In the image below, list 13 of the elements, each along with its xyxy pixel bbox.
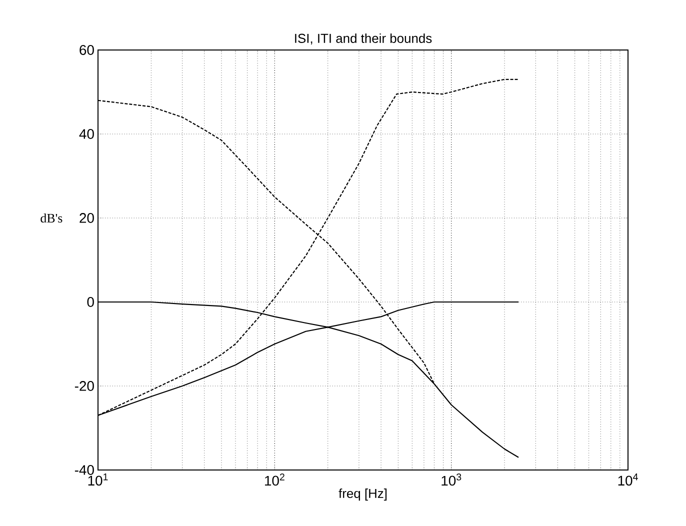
y-tick-label: 20	[80, 213, 94, 223]
chart-title: ISI, ITI and their bounds	[295, 33, 432, 44]
x-tick-label: 10$^{1}$	[88, 474, 108, 486]
y-axis-title: dB's	[40, 213, 62, 223]
x-tick-label: 10$^{3}$	[442, 474, 462, 486]
y-tick-label: 40	[79, 129, 94, 139]
y-tick-label: 0	[87, 297, 94, 307]
y-tick-label: 60	[80, 45, 94, 55]
x-tick-label: 10$^{2}$	[265, 474, 284, 486]
y-tick-label: -20	[74, 381, 94, 391]
x-tick-label: 10$^{4}$	[618, 474, 638, 486]
y-tick-label: -40	[74, 465, 94, 475]
x-axis-title: freq [Hz]	[338, 488, 387, 501]
